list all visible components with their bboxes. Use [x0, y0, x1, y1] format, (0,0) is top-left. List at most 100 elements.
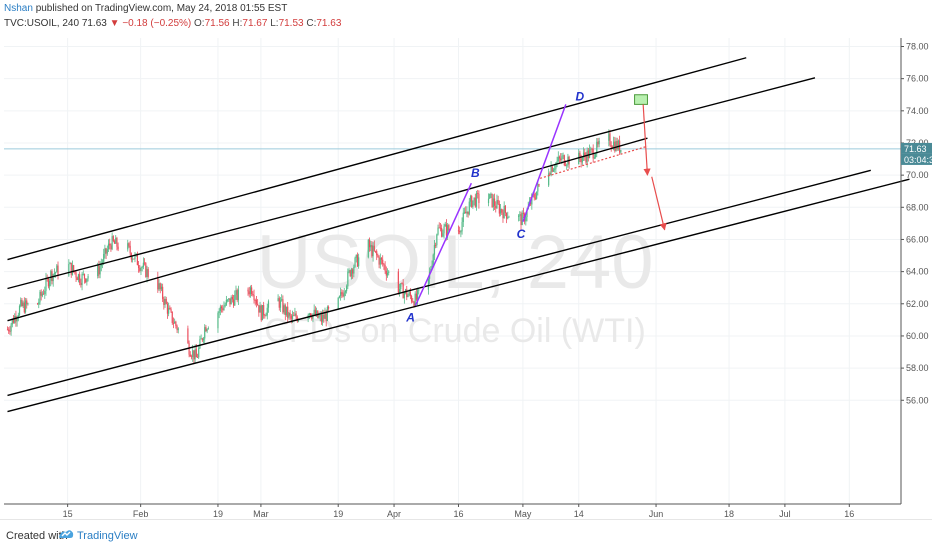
channel-line — [7, 178, 910, 413]
candle-body — [460, 231, 462, 233]
candle-body — [620, 149, 622, 153]
candle-body — [79, 274, 81, 283]
tradingview-link[interactable]: TradingView — [77, 530, 138, 542]
candle-body — [23, 302, 25, 313]
candle-body — [350, 269, 353, 277]
candle-body — [437, 227, 439, 235]
wave-label-d: D — [576, 89, 585, 103]
candle-body — [140, 267, 142, 271]
candle-body — [320, 315, 322, 322]
candle-body — [491, 193, 493, 207]
candle-body — [551, 166, 553, 172]
x-tick-label: May — [514, 509, 532, 519]
candle-body — [597, 141, 599, 145]
candle-body — [194, 349, 196, 360]
candle-body — [169, 307, 171, 310]
candle-body — [402, 283, 404, 299]
candle-body — [137, 265, 140, 269]
y-axis[interactable]: 78.0076.0074.0072.0070.0068.0066.0064.00… — [900, 38, 929, 504]
candle-body — [204, 327, 206, 339]
author-link[interactable]: Nshan — [4, 3, 33, 14]
candle-body — [346, 286, 348, 292]
x-tick-label: 18 — [724, 509, 734, 519]
candle-body — [113, 241, 116, 244]
candle-body — [579, 152, 581, 159]
candle-body — [190, 356, 193, 358]
candle-body — [17, 315, 19, 319]
candle-body — [338, 296, 341, 298]
candle-body — [198, 348, 200, 358]
candle-body — [492, 198, 494, 207]
candle-body — [613, 141, 615, 148]
candle-body — [340, 292, 342, 297]
candle-body — [48, 280, 51, 287]
candle-body — [585, 156, 587, 163]
tradingview-logo-icon[interactable] — [58, 527, 74, 544]
candle-body — [166, 303, 169, 314]
change-value: −0.18 (−0.25%) — [122, 18, 192, 29]
candle-body — [98, 265, 100, 275]
candle-body — [147, 269, 149, 277]
wave-lines — [414, 104, 567, 306]
candle-body — [435, 245, 437, 246]
candle-body — [235, 290, 237, 295]
candle-body — [136, 253, 138, 266]
candle-body — [115, 237, 117, 244]
candle-body — [409, 291, 411, 297]
x-axis[interactable]: 15 Feb 19 Mar 19 Apr 16 May 14 Jun 18 Jul 16 — [4, 503, 901, 519]
candle-body — [508, 216, 510, 218]
candle-body — [289, 313, 291, 316]
candle-body — [410, 296, 413, 302]
candle-body — [326, 306, 328, 321]
candle-body — [232, 299, 235, 306]
open-value: 71.56 — [204, 18, 230, 29]
candle-body — [581, 157, 583, 163]
channel-line — [7, 169, 871, 397]
candle-body — [265, 315, 267, 317]
candle-body — [74, 271, 76, 273]
candle-body — [355, 254, 357, 258]
candle-body — [447, 225, 449, 236]
candle-body — [177, 328, 179, 331]
candle-body — [438, 227, 440, 229]
candle-body — [202, 338, 205, 341]
candle-body — [382, 259, 384, 265]
candle-body — [282, 299, 284, 313]
candle-body — [562, 155, 564, 157]
candle-body — [580, 158, 582, 163]
candle-body — [294, 313, 296, 316]
candle-body — [408, 291, 410, 296]
candle-body — [314, 309, 316, 316]
candle-body — [487, 198, 490, 204]
candle-body — [196, 357, 199, 358]
channel-lines — [7, 57, 910, 413]
candle-body — [416, 290, 419, 300]
channel-line — [7, 77, 816, 290]
candle-body — [344, 291, 347, 293]
candle-body — [598, 140, 600, 145]
candle-body — [159, 283, 161, 290]
candle-body — [287, 306, 289, 318]
candle-body — [277, 298, 279, 302]
price-chart[interactable]: USOIL, 240 CFDs on Crude Oil (WTI) ABCD … — [0, 0, 932, 519]
candle-body — [133, 258, 135, 260]
candle-body — [384, 265, 386, 271]
candle-body — [225, 299, 227, 305]
candle-body — [388, 271, 390, 273]
candle-body — [24, 300, 27, 313]
price-badge: 71.63 03:04:3 — [901, 142, 932, 165]
wave-line — [522, 104, 567, 223]
candle-body — [373, 245, 375, 251]
candle-body — [51, 271, 53, 282]
candle-body — [586, 150, 588, 163]
candle-body — [533, 194, 535, 198]
candle-body — [372, 245, 374, 257]
candle-body — [349, 270, 351, 277]
candle-body — [231, 297, 233, 300]
candle-body — [8, 329, 10, 332]
grid — [4, 38, 901, 504]
candle-body — [206, 329, 208, 332]
candle-body — [55, 272, 57, 274]
candle-body — [462, 212, 464, 223]
candle-body — [9, 331, 11, 332]
